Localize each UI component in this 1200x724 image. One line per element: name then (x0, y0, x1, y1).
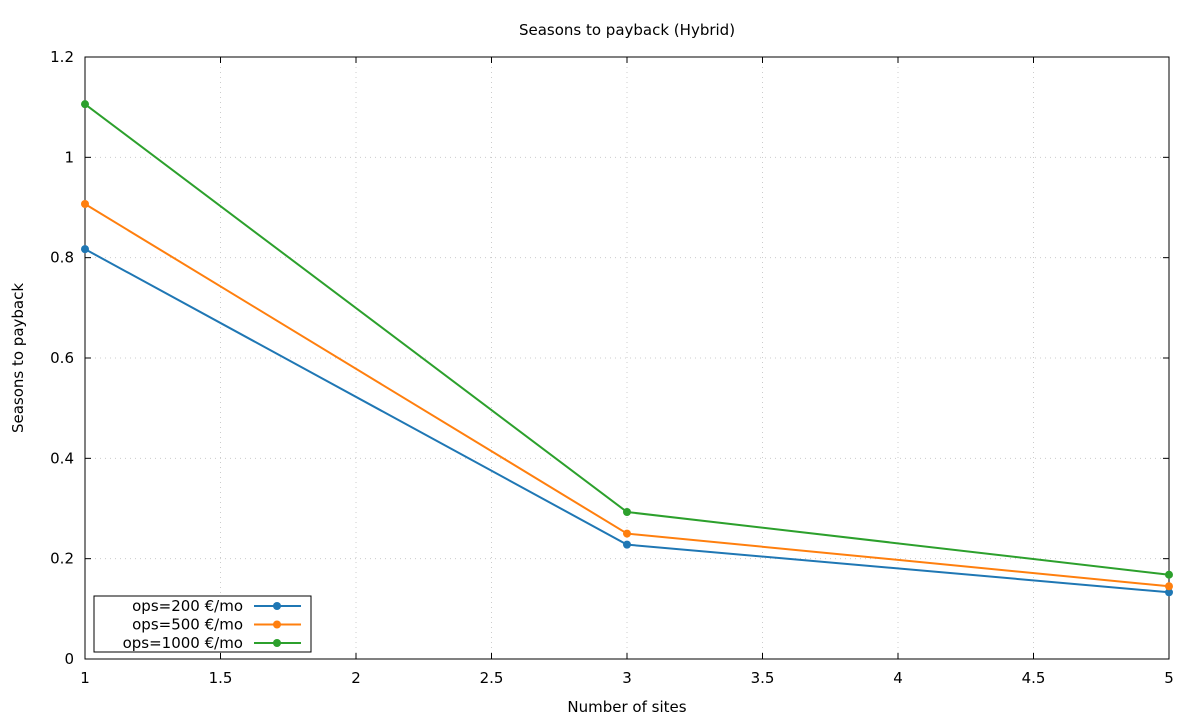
data-point (81, 100, 89, 109)
data-point (1165, 588, 1173, 597)
y-tick-label: 1 (64, 148, 74, 166)
y-tick-label: 0 (64, 650, 74, 668)
ticks: 1 1.5 2 2.5 3 3.5 4 4.5 5 0 0.2 0.4 0.6 0.8 1 1.2 (50, 48, 1174, 687)
y-tick-label: 0.2 (50, 550, 74, 568)
grid (85, 57, 1169, 659)
legend-label: ops=200 €/mo (132, 597, 243, 615)
legend-marker (273, 602, 281, 610)
legend-label: ops=500 €/mo (132, 616, 243, 634)
chart-title: Seasons to payback (Hybrid) (519, 21, 735, 39)
x-tick-label: 4.5 (1022, 669, 1046, 687)
y-tick-label: 0.6 (50, 349, 74, 367)
x-tick-label: 2 (351, 669, 361, 687)
x-tick-label: 5 (1164, 669, 1174, 687)
data-point (623, 529, 631, 538)
series-group (81, 100, 1173, 597)
y-axis-label: Seasons to payback (9, 283, 27, 433)
legend-marker (273, 639, 281, 647)
x-tick-label: 4 (893, 669, 903, 687)
x-tick-label: 1.5 (209, 669, 233, 687)
data-point (623, 540, 631, 549)
y-tick-label: 1.2 (50, 48, 74, 66)
plot-frame (84, 56, 1170, 660)
legend-marker (273, 620, 281, 629)
series-line (84, 103, 1170, 576)
data-point (81, 199, 89, 208)
legend-label: ops=1000 €/mo (123, 634, 243, 652)
y-tick-label: 0.8 (50, 249, 74, 267)
x-tick-label: 1 (80, 669, 90, 687)
data-point (81, 245, 89, 254)
x-tick-label: 2.5 (480, 669, 504, 687)
series-line (84, 203, 1170, 588)
data-point (623, 508, 631, 517)
x-axis-label: Number of sites (567, 698, 686, 716)
y-tick-label: 0.4 (50, 449, 74, 467)
x-tick-label: 3 (622, 669, 632, 687)
data-point (1165, 582, 1173, 591)
data-point (1165, 570, 1173, 579)
x-tick-label: 3.5 (751, 669, 775, 687)
